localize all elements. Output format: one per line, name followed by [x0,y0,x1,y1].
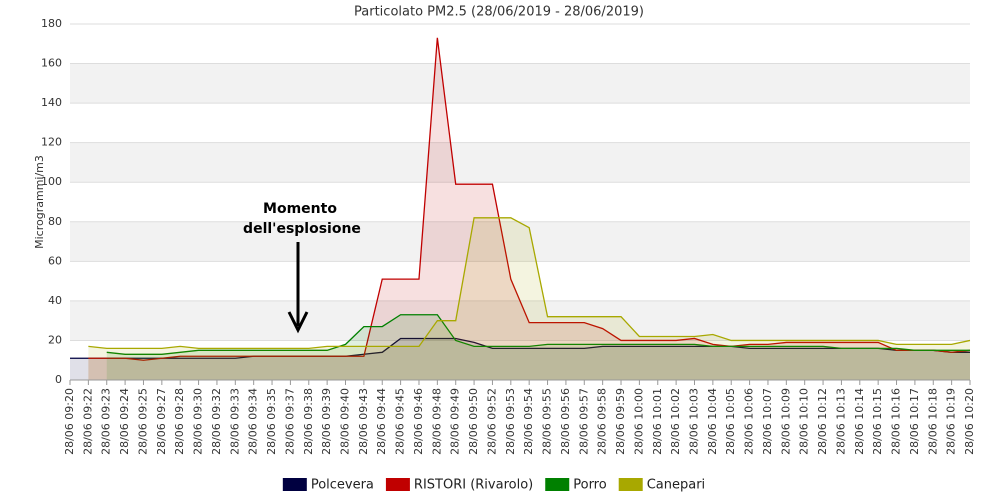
x-tick-label: 28/06 09:33 [228,388,241,455]
annotation-arrow [287,242,309,334]
x-tick-label: 28/06 10:10 [798,388,811,455]
y-tick-label: 60 [48,254,62,267]
area [88,217,970,380]
legend: Polcevera RISTORI (Rivarolo) Porro Canepari [282,478,705,493]
x-tick-label: 28/06 10:15 [871,388,884,455]
x-tick-label: 28/06 09:45 [394,388,407,455]
x-tick-label: 28/06 09:28 [173,388,186,455]
y-tick-label: 0 [55,373,62,386]
y-tick-label: 20 [48,333,62,346]
x-tick-label: 28/06 10:01 [651,388,664,455]
x-tick-label: 28/06 10:02 [669,388,682,455]
line [70,337,970,359]
grid-band [70,63,970,104]
x-tick-label: 28/06 10:17 [908,388,921,455]
x-tick-label: 28/06 09:55 [541,388,554,455]
legend-swatch [545,478,570,491]
legend-swatch [385,478,410,491]
x-tick-label: 28/06 09:32 [210,388,223,455]
legend-swatch [282,478,307,491]
x-tick-label: 28/06 09:56 [559,388,572,455]
x-tick-label: 28/06 10:09 [779,388,792,455]
x-tick-label: 28/06 09:40 [339,388,352,455]
x-tick-label: 28/06 09:59 [614,388,627,455]
chart-title: Particolato PM2.5 (28/06/2019 - 28/06/20… [354,5,644,20]
y-axis-label: Microgrammi/m3 [33,155,46,249]
x-tick-label: 28/06 09:58 [596,388,609,455]
x-tick-label: 28/06 10:03 [687,388,700,455]
grid-band [70,300,970,341]
legend-swatch [618,478,643,491]
line [88,37,971,361]
x-tick-label: 28/06 09:43 [357,388,370,455]
x-tick-label: 28/06 09:53 [504,388,517,455]
x-tick-label: 28/06 09:20 [63,388,76,455]
grid-band [70,221,970,262]
x-tick-label: 28/06 09:46 [412,388,425,455]
x-tick-label: 28/06 09:23 [100,388,113,455]
x-tick-label: 28/06 09:34 [247,388,260,455]
area [106,314,971,380]
x-tick-label: 28/06 09:38 [302,388,315,455]
plot-area: 0 20 40 60 80 100 120 140 160 180 28/06 09:20 28/06… [41,17,976,455]
x-tick-label: 28/06 09:24 [118,388,131,455]
x-tick-label: 28/06 10:04 [706,388,719,455]
x-tick-label: 28/06 09:48 [430,388,443,455]
x-tick-label: 28/06 09:30 [192,388,205,455]
x-tick-label: 28/06 10:07 [761,388,774,455]
legend-label: Canepari [647,478,705,493]
x-tick-label: 28/06 10:12 [816,388,829,455]
x-tick-label: 28/06 09:44 [375,388,388,455]
x-tick-label: 28/06 09:54 [522,388,535,455]
x-tick-label: 28/06 10:06 [743,388,756,455]
x-tick-label: 28/06 09:52 [485,388,498,455]
legend-label: Porro [573,478,607,493]
y-tick-label: 140 [41,96,62,109]
legend-label: Polcevera [311,478,374,493]
x-tick-label: 28/06 09:27 [155,388,168,455]
line [88,217,971,350]
y-tick-label: 180 [41,17,62,30]
x-tick-label: 28/06 10:18 [926,388,939,455]
legend-label: RISTORI (Rivarolo) [414,478,533,493]
x-tick-label: 28/06 10:16 [890,388,903,455]
y-tick-label: 80 [48,215,62,228]
x-tick-label: 28/06 09:25 [136,388,149,455]
annotation: Momento [263,201,337,217]
x-tick-label: 28/06 10:05 [724,388,737,455]
line [106,314,970,355]
y-tick-label: 160 [41,57,62,70]
x-tick-label: 28/06 10:20 [963,388,976,455]
x-tick-label: 28/06 10:14 [853,388,866,455]
x-tick-label: 28/06 10:00 [632,388,645,455]
x-tick-label: 28/06 09:37 [283,388,296,455]
y-tick-label: 120 [41,136,62,149]
x-tick-label: 28/06 09:49 [449,388,462,455]
grid-band [70,142,970,183]
y-tick-label: 100 [41,175,62,188]
x-tick-label: 28/06 10:13 [834,388,847,455]
x-tick-label: 28/06 10:19 [945,388,958,455]
x-tick-label: 28/06 09:39 [320,388,333,455]
area [70,338,970,380]
x-tick-label: 28/06 09:50 [467,388,480,455]
x-tick-label: 28/06 09:35 [265,388,278,455]
y-tick-label: 40 [48,294,62,307]
annotation: dell'esplosione [243,221,361,237]
x-tick-label: 28/06 09:57 [577,388,590,455]
area [88,37,970,380]
x-tick-label: 28/06 09:22 [81,388,94,455]
